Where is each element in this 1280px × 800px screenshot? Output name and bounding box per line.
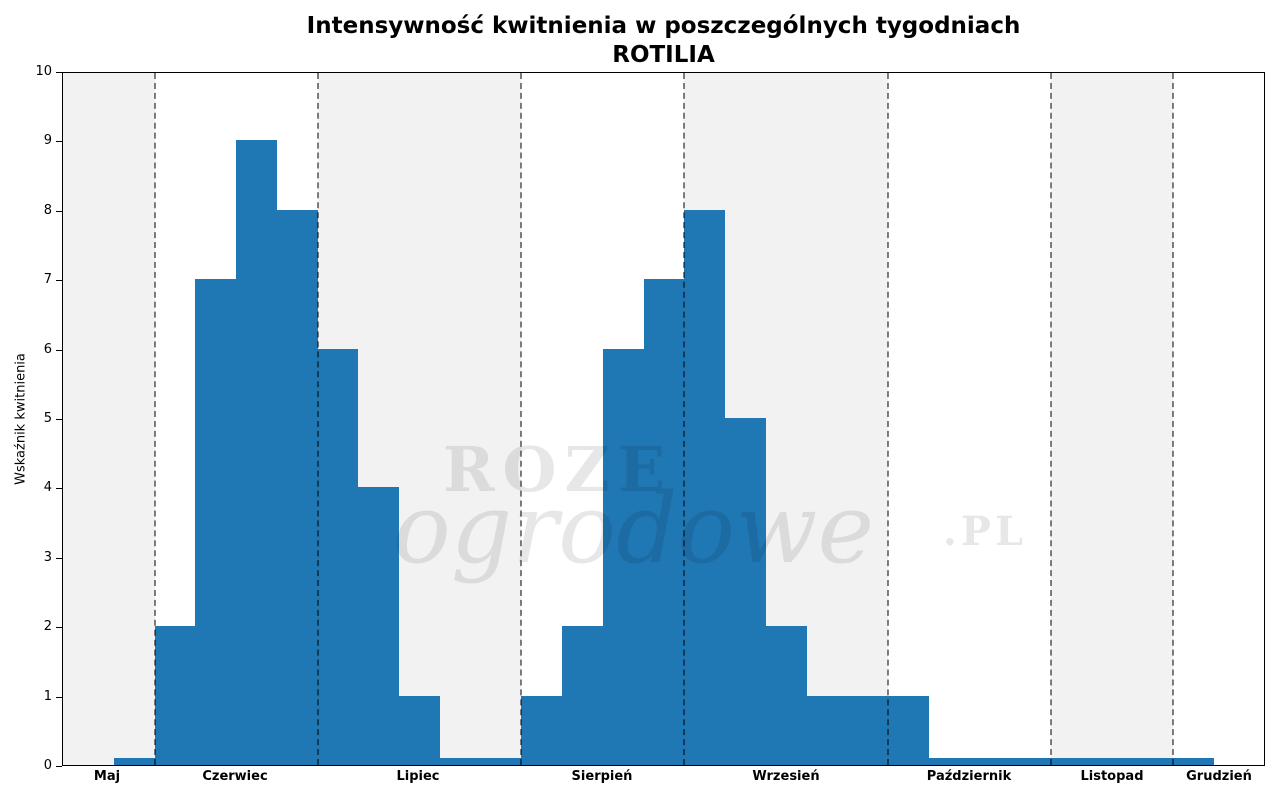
y-tick-mark: [56, 349, 62, 351]
bar-week-8: [439, 758, 481, 765]
y-tick-label: 0: [43, 758, 52, 773]
x-month-label: Czerwiec: [202, 769, 268, 784]
bar-week-3: [236, 140, 277, 765]
bar-week-15: [725, 418, 766, 765]
bar-week-2: [195, 279, 237, 765]
month-band-6: [1051, 73, 1174, 765]
bar-week-26: [1173, 758, 1215, 765]
y-tick-mark: [56, 72, 62, 73]
y-tick-mark: [56, 557, 62, 559]
y-tick-mark: [56, 488, 62, 490]
bar-week-12: [602, 348, 644, 765]
x-month-label: Sierpień: [571, 769, 633, 784]
y-tick-mark: [56, 210, 62, 212]
y-tick-label: 8: [43, 202, 52, 218]
y-tick-mark: [56, 766, 62, 767]
watermark-text-pl: .PL: [943, 508, 1028, 555]
bar-week-11: [562, 626, 603, 765]
bar-week-21: [969, 758, 1011, 765]
y-tick-label: 4: [43, 480, 52, 496]
bar-week-18: [847, 695, 889, 765]
bar-week-5: [317, 348, 359, 765]
bar-week-17: [806, 695, 848, 765]
month-band-0: [63, 73, 155, 765]
chart-subtitle: ROTILIA: [612, 42, 715, 68]
y-tick-mark: [56, 627, 62, 629]
x-month-label: Październik: [926, 769, 1012, 784]
x-month-label: Wrzesień: [752, 769, 820, 784]
bar-week-0: [113, 758, 155, 765]
month-divider-6: [1050, 73, 1053, 765]
y-tick-label: 7: [43, 272, 52, 288]
month-divider-3: [520, 73, 523, 765]
y-tick-label: 9: [43, 133, 52, 149]
x-month-label: Lipiec: [396, 769, 440, 784]
month-divider-2: [316, 73, 319, 765]
y-tick-label: 1: [43, 688, 52, 704]
plot-area: ROZE ogrodowe .PL: [62, 72, 1265, 766]
bar-week-10: [521, 695, 563, 765]
bar-week-7: [399, 695, 440, 765]
y-tick-label: 10: [35, 64, 52, 79]
month-divider-7: [1172, 73, 1175, 765]
x-month-label: Grudzień: [1186, 769, 1252, 784]
month-divider-5: [887, 73, 890, 765]
bar-week-22: [1010, 758, 1052, 765]
bar-week-13: [643, 279, 685, 765]
bar-week-9: [480, 758, 522, 765]
bar-week-25: [1132, 758, 1174, 765]
y-tick-mark: [56, 280, 62, 282]
bar-week-19: [888, 695, 929, 765]
y-tick-label: 3: [43, 549, 52, 565]
chart-title: Intensywność kwitnienia w poszczególnych…: [306, 13, 1021, 39]
y-tick-label: 5: [43, 411, 52, 426]
bar-week-16: [765, 626, 807, 765]
bar-week-23: [1051, 758, 1092, 765]
bar-week-20: [928, 758, 970, 765]
x-month-label: Listopad: [1080, 769, 1144, 784]
y-tick-mark: [56, 141, 62, 143]
bar-week-4: [276, 209, 318, 765]
y-tick-label: 2: [43, 619, 52, 635]
bar-week-6: [358, 487, 400, 765]
y-tick-mark: [56, 696, 62, 698]
y-tick-label: 6: [43, 341, 52, 357]
month-divider-1: [153, 73, 156, 765]
bar-week-1: [154, 626, 196, 765]
bar-week-14: [684, 209, 726, 765]
y-tick-mark: [56, 419, 62, 420]
x-month-label: Maj: [93, 769, 121, 784]
bar-week-24: [1091, 758, 1133, 765]
month-divider-4: [683, 73, 686, 765]
